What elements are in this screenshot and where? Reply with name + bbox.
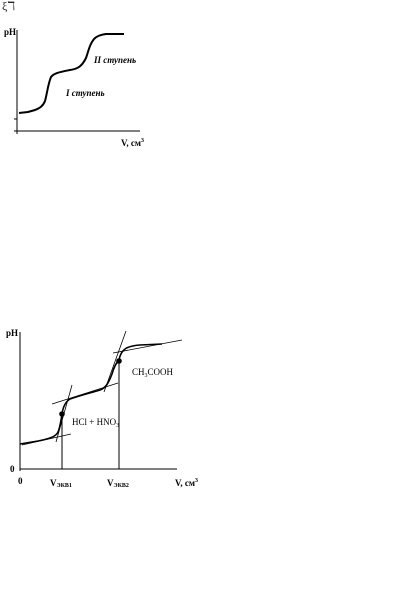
- fig2-eq2-label: VЭКВ2: [107, 478, 129, 489]
- fig2-region2-label: CH3COOH: [132, 367, 174, 379]
- fig2-region1-label: HCl + HNO3: [72, 417, 119, 429]
- fig1-x-label-sup: 3: [141, 138, 144, 144]
- header-glyph: ξℸ: [2, 0, 16, 13]
- fig2-region1-label-text: HCl + HNO: [72, 417, 117, 427]
- fig1-titration-curve: [18, 33, 124, 114]
- fig2-region1-label-sub: 3: [116, 423, 119, 429]
- fig2-x-label-sup: 3: [195, 478, 198, 484]
- fig2-eq1-label-text: V: [50, 478, 57, 488]
- fig2-eq1-label-sub: ЭКВ1: [57, 483, 72, 489]
- fig1-x-label: V, см3: [121, 138, 144, 148]
- fig2-y-origin: 0: [10, 464, 15, 474]
- fig2-region2-label-sub: 3: [145, 373, 148, 379]
- fig1-stage1-label: I ступень: [65, 88, 105, 98]
- fig2-x-label: V, см3: [175, 478, 198, 488]
- fig2-tangent-2c: [112, 339, 183, 354]
- fig2-eq2-label-text: V: [107, 478, 114, 488]
- fig2-titration-curve: [19, 343, 163, 445]
- fig1-y-label: pH: [4, 27, 16, 37]
- fig2-x-origin: 0: [18, 476, 23, 486]
- figure-1: pH V, см3 I ступень II ступень: [4, 27, 144, 148]
- fig1-stage2-label: II ступень: [93, 55, 136, 65]
- fig2-eq1-label: VЭКВ1: [50, 478, 72, 489]
- fig1-x-label-text: V, см: [121, 138, 141, 148]
- fig2-region2-label-text: CH: [132, 367, 145, 377]
- figure-2: pH 0 0 V, см3 VЭКВ1 VЭКВ2 HCl + HNO3 CH3…: [6, 328, 198, 489]
- fig2-y-label: pH: [6, 328, 18, 338]
- fig2-region2-label-end: COOH: [148, 367, 174, 377]
- fig2-eq2-label-sub: ЭКВ2: [114, 483, 129, 489]
- fig2-x-label-text: V, см: [175, 478, 195, 488]
